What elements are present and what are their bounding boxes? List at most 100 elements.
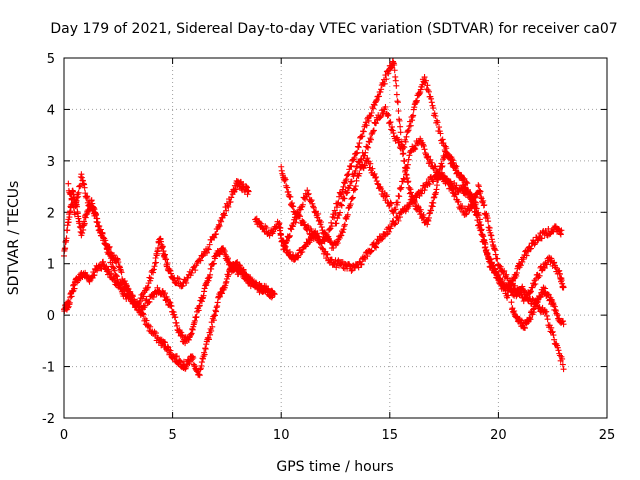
data-point-marker <box>403 206 410 213</box>
data-point-marker <box>401 158 408 165</box>
data-point-marker <box>394 136 401 143</box>
data-point-marker <box>312 232 319 239</box>
data-point-marker <box>423 153 430 160</box>
data-point-marker <box>398 184 405 191</box>
data-point-marker <box>106 271 113 278</box>
data-point-marker <box>455 188 462 195</box>
data-point-marker <box>372 243 379 250</box>
data-point-marker <box>352 186 359 193</box>
data-point-marker <box>438 169 445 176</box>
data-point-marker <box>396 185 403 192</box>
data-point-marker <box>395 108 402 115</box>
data-point-marker <box>206 241 213 248</box>
data-point-marker <box>428 95 435 102</box>
plot-frame <box>63 57 608 419</box>
data-point-marker <box>401 176 408 183</box>
data-point-marker <box>341 223 348 230</box>
data-point-marker <box>110 264 117 271</box>
data-point-marker <box>479 232 486 239</box>
data-point-marker <box>364 143 371 150</box>
data-point-marker <box>410 112 417 119</box>
data-point-marker <box>453 182 460 189</box>
data-point-marker <box>448 185 455 192</box>
data-point-marker <box>110 252 117 259</box>
data-markers <box>61 58 567 379</box>
data-point-marker <box>496 262 503 269</box>
data-point-marker <box>548 324 555 331</box>
data-point-marker <box>384 112 391 119</box>
data-point-marker <box>362 149 369 156</box>
data-point-marker <box>81 184 88 191</box>
data-point-marker <box>220 211 227 218</box>
data-point-marker <box>462 211 469 218</box>
y-tick-label: -2 <box>42 412 55 427</box>
data-point-marker <box>352 183 359 190</box>
data-point-marker <box>434 182 441 189</box>
data-point-marker <box>349 195 356 202</box>
series-track-c <box>65 171 252 309</box>
x-axis-label: GPS time / hours <box>276 459 393 475</box>
data-point-marker <box>471 209 478 216</box>
data-point-marker <box>464 180 471 187</box>
data-point-marker <box>371 102 378 109</box>
data-point-marker <box>91 212 98 219</box>
data-point-marker <box>343 190 350 197</box>
data-point-marker <box>527 316 534 323</box>
data-point-marker <box>451 190 458 197</box>
y-tick-label: 1 <box>47 258 55 273</box>
data-point-marker <box>544 316 551 323</box>
data-point-marker <box>445 152 452 159</box>
data-point-marker <box>424 82 431 89</box>
data-point-marker <box>64 304 71 311</box>
data-point-marker <box>358 261 365 268</box>
data-point-marker <box>111 267 118 274</box>
data-point-marker <box>376 184 383 191</box>
data-point-marker <box>518 291 525 298</box>
data-point-marker <box>256 281 263 288</box>
data-point-marker <box>407 122 414 129</box>
data-point-marker <box>348 162 355 169</box>
data-point-marker <box>397 123 404 130</box>
y-tick-label: -1 <box>42 361 55 376</box>
data-point-marker <box>218 218 225 225</box>
data-point-marker <box>144 284 151 291</box>
data-point-marker <box>514 286 521 293</box>
data-point-marker <box>558 227 565 234</box>
data-point-marker <box>428 99 435 106</box>
data-point-marker <box>301 221 308 228</box>
data-point-marker <box>349 194 356 201</box>
data-point-marker <box>339 229 346 236</box>
data-point-marker <box>519 258 526 265</box>
data-point-marker <box>355 264 362 271</box>
data-point-marker <box>228 194 235 201</box>
data-point-marker <box>333 220 340 227</box>
data-point-marker <box>402 138 409 145</box>
data-point-marker <box>554 344 561 351</box>
data-point-marker <box>215 221 222 228</box>
data-point-marker <box>406 152 413 159</box>
data-point-marker <box>361 254 368 261</box>
data-point-marker <box>394 199 401 206</box>
data-point-marker <box>373 173 380 180</box>
data-point-marker <box>146 274 153 281</box>
data-point-marker <box>494 255 501 262</box>
data-point-marker <box>439 136 446 143</box>
data-point-marker <box>529 284 536 291</box>
data-point-marker <box>348 267 355 274</box>
x-tick-label: 10 <box>273 428 290 443</box>
data-point-marker <box>505 292 512 299</box>
data-point-marker <box>538 235 545 242</box>
data-point-marker <box>377 114 384 121</box>
data-point-marker <box>193 313 200 320</box>
data-point-marker <box>446 153 453 160</box>
data-point-marker <box>113 273 120 280</box>
data-point-marker <box>346 185 353 192</box>
data-point-marker <box>101 240 108 247</box>
series-track-b <box>61 187 276 347</box>
grid-lines <box>64 58 607 418</box>
data-point-marker <box>527 289 534 296</box>
data-point-marker <box>350 173 357 180</box>
data-point-marker <box>373 96 380 103</box>
data-point-marker <box>69 288 76 295</box>
data-point-marker <box>151 263 158 270</box>
